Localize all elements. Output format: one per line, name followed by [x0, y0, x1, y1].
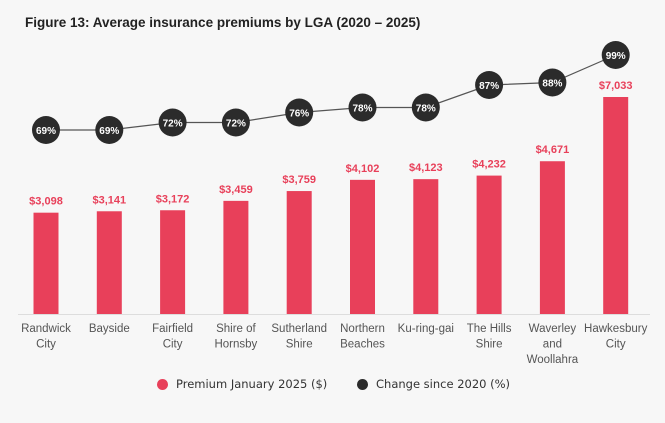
bar-value-label: $3,141: [92, 194, 126, 206]
x-tick-label: Bayside: [89, 323, 130, 335]
x-tick-label: Shire: [286, 339, 313, 351]
change-point-label: 88%: [542, 79, 562, 90]
bar-value-label: $3,172: [156, 193, 190, 205]
change-point: [221, 108, 250, 137]
legend-item-premium: Premium January 2025 ($): [157, 377, 327, 391]
change-point-label: 78%: [416, 104, 436, 115]
bar: [539, 161, 565, 314]
change-line: [46, 54, 616, 131]
x-tick-label: Randwick: [21, 323, 71, 335]
x-tick-label: Hawkesbury: [584, 323, 648, 335]
change-point-label: 99%: [606, 51, 626, 62]
x-tick-label: City: [36, 339, 56, 351]
legend-item-change: Change since 2020 (%): [357, 377, 510, 391]
x-tick-label: Woollahra: [527, 354, 579, 366]
bar: [286, 191, 312, 314]
bar-value-label: $3,098: [29, 196, 63, 208]
change-point: [411, 93, 440, 122]
x-tick-label: Shire of: [216, 323, 256, 335]
x-tick-label: City: [163, 339, 183, 351]
chart-title: Figure 13: Average insurance premiums by…: [25, 15, 421, 30]
change-point-label: 72%: [163, 119, 183, 130]
x-tick-label: Waverley: [529, 323, 577, 335]
change-point: [95, 116, 124, 144]
change-point-label: 69%: [36, 126, 56, 137]
bar-value-label: $7,033: [599, 80, 633, 92]
x-tick-label: and: [543, 339, 562, 351]
legend-swatch-premium: [157, 378, 168, 390]
change-point-label: 69%: [99, 126, 119, 137]
change-point: [475, 71, 504, 99]
bar: [33, 212, 59, 314]
bar: [160, 210, 186, 314]
change-point-label: 72%: [226, 119, 246, 130]
bar-value-label: $4,671: [536, 144, 570, 156]
bar-value-label: $3,459: [219, 184, 253, 196]
legend-label-change: Change since 2020 (%): [376, 377, 511, 391]
x-tick-label: City: [606, 339, 626, 351]
bar-value-label: $4,102: [346, 163, 380, 175]
x-tick-label: Sutherland: [271, 323, 327, 335]
x-tick-label: Hornsby: [214, 339, 257, 351]
legend-swatch-change: [357, 378, 368, 390]
bar: [223, 200, 249, 314]
change-point-label: 87%: [479, 81, 499, 92]
legend-label-premium: Premium January 2025 ($): [176, 377, 328, 391]
bar: [603, 97, 629, 314]
change-point-label: 76%: [289, 109, 309, 120]
bar-value-label: $3,759: [282, 174, 316, 186]
bar: [476, 175, 502, 314]
bar: [413, 179, 439, 314]
x-tick-label: Beaches: [340, 339, 385, 351]
bar-value-label: $4,123: [409, 162, 443, 174]
change-point: [285, 98, 314, 127]
change-point-label: 78%: [352, 104, 372, 115]
bar-value-label: $4,232: [472, 159, 506, 171]
change-point: [32, 116, 60, 144]
change-point: [538, 68, 567, 97]
bar: [96, 211, 122, 314]
change-point: [348, 93, 377, 122]
x-tick-label: Shire: [476, 339, 503, 351]
change-point: [158, 108, 187, 137]
x-tick-label: Ku-ring-gai: [398, 323, 454, 335]
x-tick-label: Northern: [340, 323, 385, 335]
bar: [350, 179, 375, 314]
x-tick-label: The Hills: [467, 323, 512, 335]
x-tick-label: Fairfield: [152, 323, 193, 335]
change-point: [601, 41, 630, 69]
